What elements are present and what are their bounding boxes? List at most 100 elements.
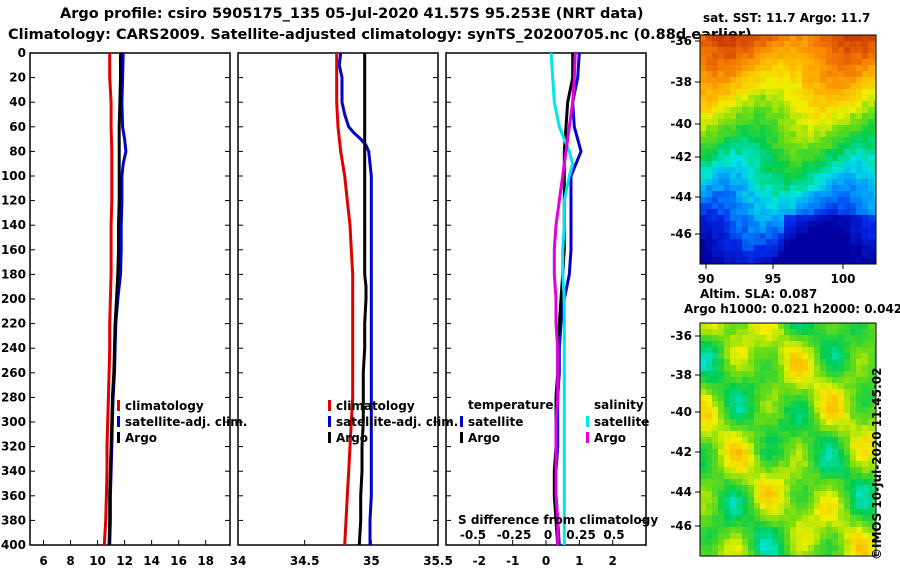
sla-map-cell — [718, 341, 725, 348]
sst-map-cell — [742, 209, 749, 216]
sst-map-cell — [796, 245, 803, 252]
sst-map-cell — [820, 95, 827, 102]
sst-map-cell — [700, 161, 707, 168]
sst-map-cell — [760, 197, 767, 204]
sst-map-cell — [760, 161, 767, 168]
sla-map-cell — [700, 521, 707, 528]
sst-map-cell — [742, 137, 749, 144]
sla-map-cell — [748, 431, 755, 438]
sla-map-cell — [814, 401, 821, 408]
sla-map-cell — [808, 455, 815, 462]
sla-map-cell — [868, 521, 875, 528]
sst-map-cell — [736, 155, 743, 162]
sla-map-cell — [850, 491, 857, 498]
sla-map-cell — [712, 533, 719, 540]
sst-map-cell — [832, 41, 839, 48]
sst-map-cell — [808, 53, 815, 60]
sla-map-cell — [730, 377, 737, 384]
diff-legend-sal-argo-swatch — [586, 432, 589, 443]
sst-map-cell — [724, 191, 731, 198]
sst-map-cell — [796, 179, 803, 186]
sla-map-cell — [736, 341, 743, 348]
sla-map-cell — [790, 383, 797, 390]
sst-map-cell — [868, 59, 875, 66]
sst-map-cell — [868, 65, 875, 72]
sla-map-cell — [814, 503, 821, 510]
salinity-series-satellite-adj-clim- — [337, 52, 373, 545]
sla-map-cell — [862, 527, 869, 534]
sla-map-cell — [790, 395, 797, 402]
sla-map-cell — [700, 407, 707, 414]
sst-map-cell — [700, 185, 707, 192]
sla-map-cell — [844, 551, 851, 557]
sst-map-cell — [814, 251, 821, 258]
sla-map-cell — [760, 479, 767, 486]
sst-map-cell — [784, 167, 791, 174]
sst-map-cell — [748, 35, 755, 42]
sst-map-cell — [820, 245, 827, 252]
sla-map-cell — [844, 539, 851, 546]
sst-map-cell — [814, 35, 821, 42]
sst-map-cell — [856, 137, 863, 144]
sst-map-cell — [766, 215, 773, 222]
sla-map-cell — [796, 329, 803, 336]
sst-map-cell — [826, 143, 833, 150]
sla-map-cell — [802, 365, 809, 372]
sla-map-cell — [850, 455, 857, 462]
sla-map-cell — [814, 443, 821, 450]
sla-map-cell — [736, 527, 743, 534]
sla-map-cell — [736, 473, 743, 480]
sla-map-cell — [874, 437, 877, 444]
sla-map-cell — [784, 401, 791, 408]
sst-map-cell — [862, 35, 869, 42]
sst-map-cell — [706, 209, 713, 216]
sst-map-cell — [820, 137, 827, 144]
sst-map-cell — [850, 167, 857, 174]
sla-map-cell — [850, 539, 857, 546]
sla-map-cell — [778, 479, 785, 486]
sla-map-cell — [778, 431, 785, 438]
sst-map-cell — [796, 209, 803, 216]
sla-map-cell — [820, 401, 827, 408]
sst-map-cell — [706, 257, 713, 264]
sla-map-cell — [790, 401, 797, 408]
sst-map-cell — [796, 149, 803, 156]
sst-map-cell — [802, 89, 809, 96]
sla-map-cell — [736, 533, 743, 540]
sst-map-cell — [796, 65, 803, 72]
sla-map-cell — [712, 551, 719, 557]
sla-map-cell — [790, 437, 797, 444]
sla-map-cell — [862, 551, 869, 557]
sst-map-cell — [820, 101, 827, 108]
sst-map-cell — [736, 113, 743, 120]
sla-map-cell — [802, 533, 809, 540]
sla-map-cell — [826, 383, 833, 390]
sla-map-cell — [862, 335, 869, 342]
sla-map-cell — [874, 335, 877, 342]
sst-map-cell — [724, 131, 731, 138]
sla-map-cell — [778, 371, 785, 378]
sst-map-cell — [844, 59, 851, 66]
sst-map-cell — [802, 239, 809, 246]
sst-map-cell — [868, 197, 875, 204]
sst-map-cell — [850, 71, 857, 78]
sst-map-cell — [736, 125, 743, 132]
sla-map-cell — [754, 383, 761, 390]
sla-map-cell — [874, 395, 877, 402]
sla-map-cell — [748, 551, 755, 557]
sla-map-cell — [868, 425, 875, 432]
sst-map-cell — [766, 227, 773, 234]
sla-map-cell — [724, 551, 731, 557]
x-tick-label: 6 — [39, 554, 47, 568]
sla-map-cell — [748, 455, 755, 462]
sst-map-cell — [772, 227, 779, 234]
sst-map-cell — [874, 113, 877, 120]
sst-map-cell — [874, 251, 877, 258]
sla-map-cell — [730, 395, 737, 402]
sst-map-cell — [874, 167, 877, 174]
sla-map-cell — [784, 509, 791, 516]
sst-map-cell — [820, 257, 827, 264]
sla-map-cell — [802, 479, 809, 486]
sst-map-cell — [850, 107, 857, 114]
sst-map-cell — [700, 149, 707, 156]
